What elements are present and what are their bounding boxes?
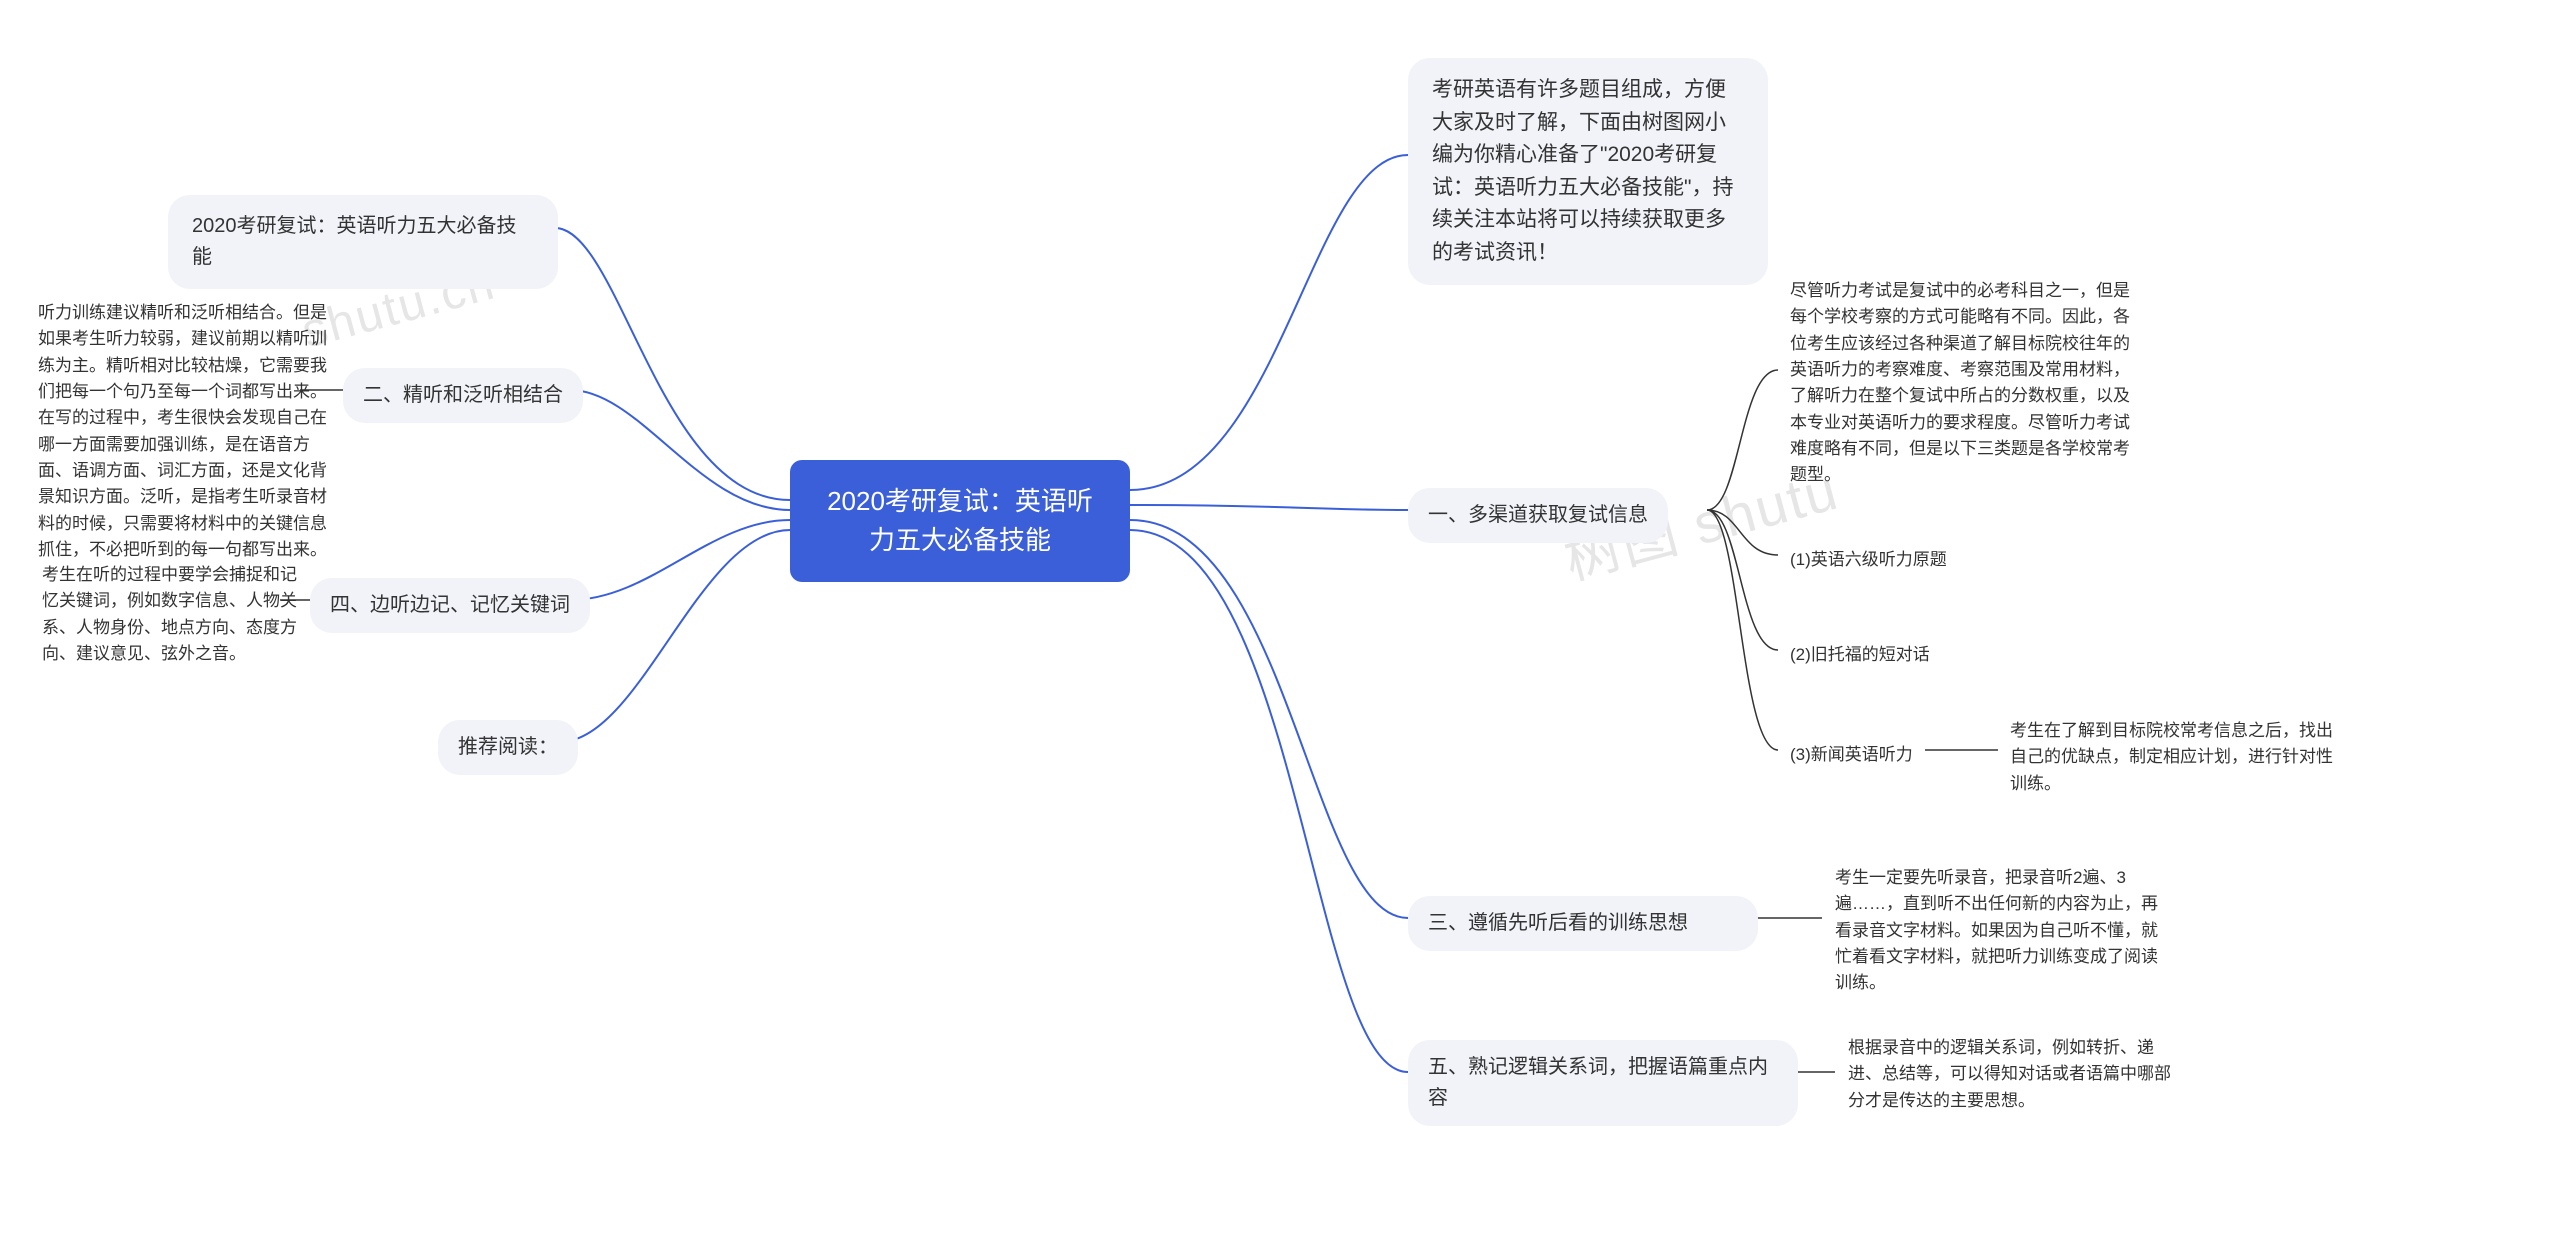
node-text: 考生在了解到目标院校常考信息之后，找出自己的优缺点，制定相应计划，进行针对性训练…: [2010, 721, 2333, 793]
right-r2-desc: 考生一定要先听录音，把录音听2遍、3遍……，直到听不出任何新的内容为止，再看录音…: [1835, 865, 2165, 997]
left-branch-b3: 推荐阅读：: [438, 720, 578, 775]
node-text: (2)旧托福的短对话: [1790, 645, 1930, 664]
node-text: 尽管听力考试是复试中的必考科目之一，但是每个学校考察的方式可能略有不同。因此，各…: [1790, 281, 2130, 484]
right-r1-i2: (2)旧托福的短对话: [1790, 640, 1930, 665]
node-text: 根据录音中的逻辑关系词，例如转折、递进、总结等，可以得知对话或者语篇中哪部分才是…: [1848, 1038, 2171, 1110]
node-text: 二、精听和泛听相结合: [363, 384, 563, 406]
node-text: (1)英语六级听力原题: [1790, 550, 1947, 569]
right-r3: 五、熟记逻辑关系词，把握语篇重点内容: [1408, 1040, 1798, 1126]
left-branch-b1: 二、精听和泛听相结合: [343, 368, 583, 423]
node-text: 推荐阅读：: [458, 736, 558, 758]
right-r1-i3-desc: 考生在了解到目标院校常考信息之后，找出自己的优缺点，制定相应计划，进行针对性训练…: [2010, 718, 2340, 797]
node-text: (3)新闻英语听力: [1790, 745, 1913, 764]
right-r1: 一、多渠道获取复试信息: [1408, 488, 1668, 543]
node-text: 一、多渠道获取复试信息: [1428, 504, 1648, 526]
node-text: 四、边听边记、记忆关键词: [330, 594, 570, 616]
right-r1-desc: 尽管听力考试是复试中的必考科目之一，但是每个学校考察的方式可能略有不同。因此，各…: [1790, 278, 2135, 489]
right-intro: 考研英语有许多题目组成，方便大家及时了解，下面由树图网小编为你精心准备了"202…: [1408, 58, 1768, 285]
right-r2: 三、遵循先听后看的训练思想: [1408, 896, 1758, 951]
node-text: 考生一定要先听录音，把录音听2遍、3遍……，直到听不出任何新的内容为止，再看录音…: [1835, 868, 2158, 992]
node-text: 考研英语有许多题目组成，方便大家及时了解，下面由树图网小编为你精心准备了"202…: [1432, 78, 1733, 264]
center-node: 2020考研复试：英语听力五大必备技能: [790, 460, 1130, 582]
node-text: 五、熟记逻辑关系词，把握语篇重点内容: [1428, 1056, 1768, 1109]
node-text: 2020考研复试：英语听力五大必备技能: [192, 215, 517, 268]
left-branch-title: 2020考研复试：英语听力五大必备技能: [168, 195, 558, 289]
center-text: 2020考研复试：英语听力五大必备技能: [827, 486, 1093, 555]
right-r1-i1: (1)英语六级听力原题: [1790, 545, 1947, 570]
left-branch-b2: 四、边听边记、记忆关键词: [310, 578, 590, 633]
right-r1-i3: (3)新闻英语听力: [1790, 740, 1913, 765]
node-text: 三、遵循先听后看的训练思想: [1428, 912, 1688, 934]
left-b1-desc: 听力训练建议精听和泛听相结合。但是如果考生听力较弱，建议前期以精听训练为主。精听…: [38, 300, 328, 563]
right-r3-desc: 根据录音中的逻辑关系词，例如转折、递进、总结等，可以得知对话或者语篇中哪部分才是…: [1848, 1035, 2178, 1114]
node-text: 听力训练建议精听和泛听相结合。但是如果考生听力较弱，建议前期以精听训练为主。精听…: [38, 303, 327, 559]
left-b2-desc: 考生在听的过程中要学会捕捉和记忆关键词，例如数字信息、人物关系、人物身份、地点方…: [42, 562, 304, 667]
node-text: 考生在听的过程中要学会捕捉和记忆关键词，例如数字信息、人物关系、人物身份、地点方…: [42, 565, 297, 663]
